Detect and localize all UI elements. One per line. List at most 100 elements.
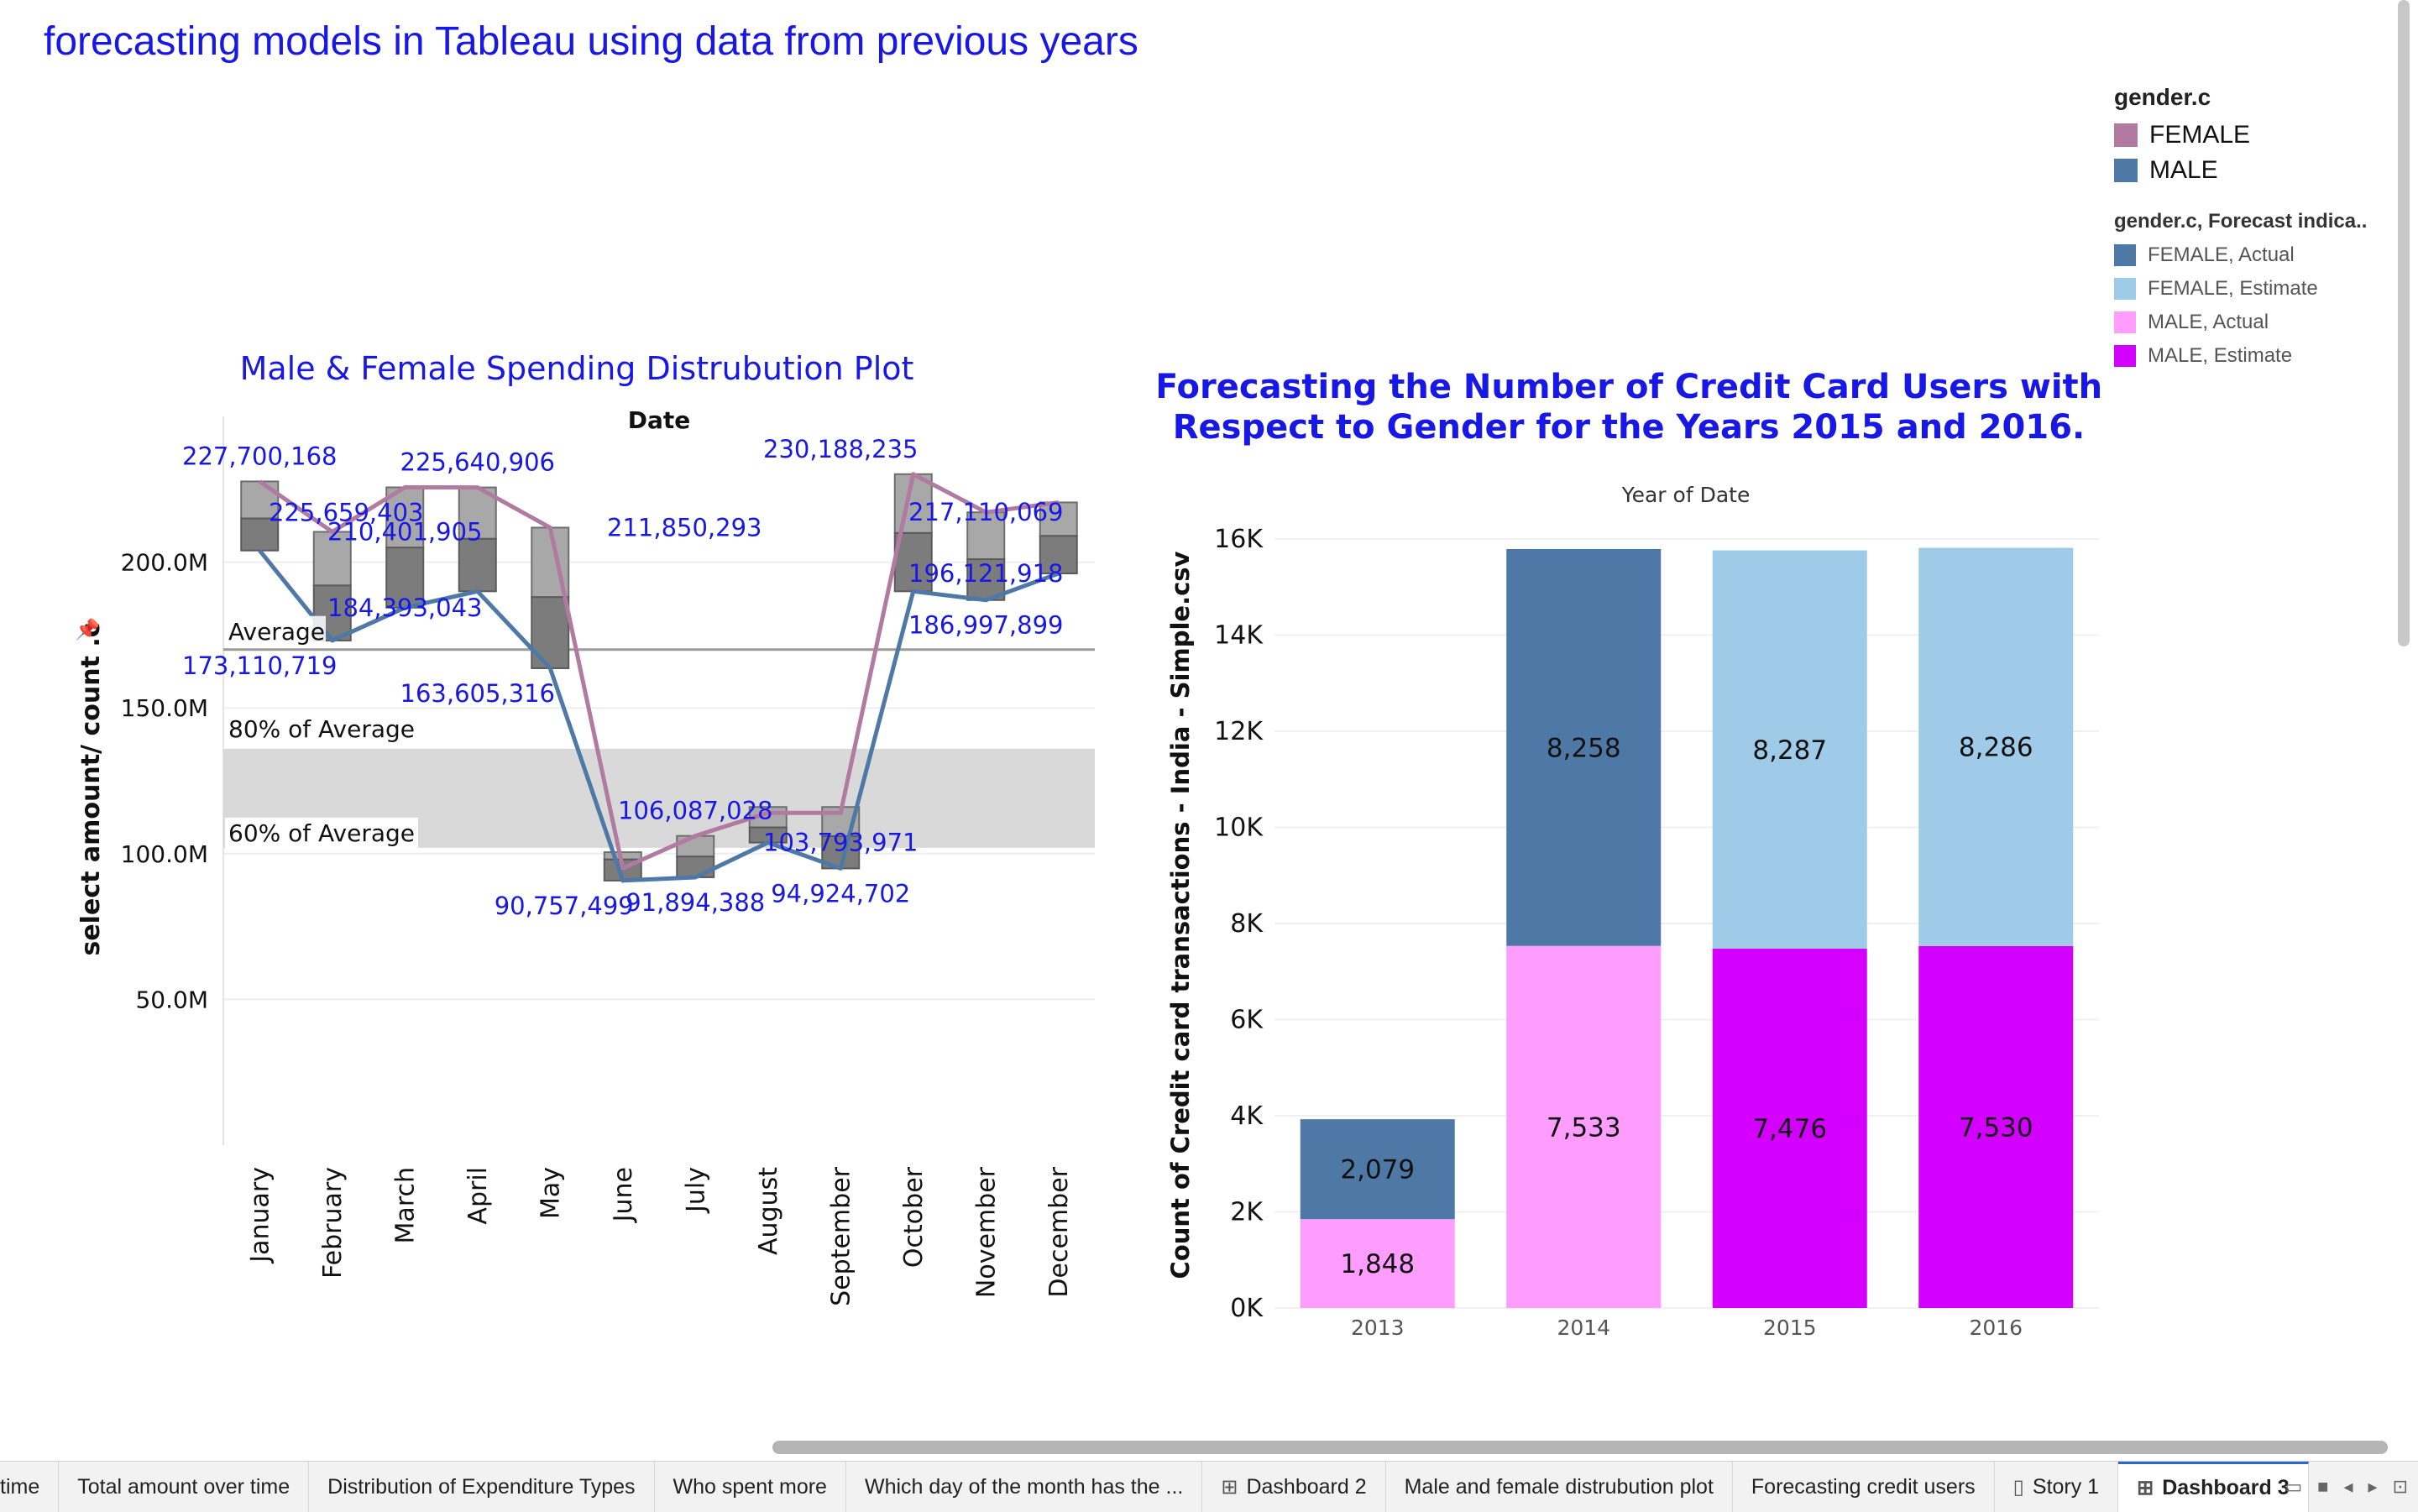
x-tick-label: October bbox=[899, 1166, 929, 1268]
sheet-tab[interactable]: ⊞ Dashboard 3 bbox=[2118, 1462, 2309, 1512]
data-label: 186,997,899 bbox=[908, 611, 1064, 640]
x-tick-label: May bbox=[536, 1167, 565, 1219]
x-tick-label: September bbox=[826, 1166, 856, 1305]
chart-title-line: Forecasting the Number of Credit Card Us… bbox=[1159, 368, 2102, 406]
horizontal-scrollbar[interactable] bbox=[772, 1441, 2388, 1454]
legend-label: MALE bbox=[2149, 156, 2218, 184]
legend-item-male-estimate[interactable]: MALE, Estimate bbox=[2114, 339, 2383, 373]
bar-segment-female bbox=[1506, 548, 1662, 946]
y-tick-label: 16K bbox=[1214, 525, 1264, 554]
y-tick-label: 10K bbox=[1214, 814, 1264, 843]
tab-controls: ▭ ■ ◂ ▸ ⊡ bbox=[2285, 1462, 2408, 1512]
y-tick-label: 4K bbox=[1230, 1101, 1264, 1131]
bar-segment-male bbox=[1506, 945, 1662, 1308]
sheet-tab[interactable]: time bbox=[0, 1462, 60, 1512]
sheet-tab-label: Which day of the month has the ... bbox=[864, 1474, 1184, 1499]
y-axis-title: Count of Credit card transactions - Indi… bbox=[1166, 551, 1195, 1279]
legend-label: FEMALE, Actual bbox=[2148, 243, 2295, 266]
filmstrip-view-icon[interactable]: ▭ bbox=[2285, 1476, 2303, 1497]
legend-item-female-actual[interactable]: FEMALE, Actual bbox=[2114, 238, 2383, 272]
sheet-tab-label: Dashboard 3 bbox=[2162, 1476, 2290, 1499]
data-label: 225,640,906 bbox=[400, 448, 556, 477]
x-tick-label: December bbox=[1044, 1166, 1074, 1297]
band-label-80: 80% of Average bbox=[228, 715, 415, 743]
sheet-tab-label: Forecasting credit users bbox=[1751, 1474, 1976, 1499]
y-axis-title: select amount/ count .c bbox=[76, 622, 106, 955]
x-tick-label: August bbox=[754, 1167, 783, 1255]
sheet-tab[interactable]: Which day of the month has the ... bbox=[846, 1462, 1203, 1512]
y-tick-label: 150.0M bbox=[121, 694, 208, 722]
bar-value-label: 8,287 bbox=[1752, 735, 1827, 766]
sheet-tab-label: Story 1 bbox=[2032, 1474, 2100, 1499]
sheet-tab[interactable]: Male and female distrubution plot bbox=[1386, 1462, 1733, 1512]
data-label: 225,659,403 bbox=[269, 499, 424, 527]
x-tick-label: 2013 bbox=[1351, 1316, 1405, 1340]
x-tick-label: June bbox=[609, 1167, 638, 1223]
x-tick-label: February bbox=[318, 1167, 348, 1279]
data-label: 217,110,069 bbox=[908, 498, 1064, 526]
chart-title: Male & Female Spending Distrubution Plot bbox=[240, 350, 914, 387]
box-lower bbox=[458, 537, 497, 593]
sheet-tab[interactable]: Distribution of Expenditure Types bbox=[309, 1462, 655, 1512]
data-label: 103,793,971 bbox=[763, 829, 919, 857]
box-lower bbox=[1039, 535, 1078, 575]
sheet-tab[interactable]: Total amount over time bbox=[59, 1462, 310, 1512]
legend-item-male-actual[interactable]: MALE, Actual bbox=[2114, 306, 2383, 339]
series-line-male bbox=[258, 549, 1060, 883]
bar-value-label: 1,848 bbox=[1340, 1249, 1415, 1279]
legend-label: MALE, Estimate bbox=[2148, 344, 2293, 367]
y-tick-label: 0K bbox=[1230, 1294, 1264, 1323]
scroll-left-icon[interactable]: ◂ bbox=[2343, 1476, 2353, 1497]
bar-segment-female bbox=[1300, 1119, 1455, 1220]
data-label: 230,188,235 bbox=[763, 435, 919, 463]
legend-label: MALE, Actual bbox=[2148, 311, 2269, 333]
sheet-tab[interactable]: ⊞ Dashboard 2 bbox=[1202, 1462, 1386, 1512]
bar-segment-male bbox=[1918, 945, 2074, 1308]
data-label: 227,700,168 bbox=[182, 442, 338, 470]
bar-segment-male bbox=[1712, 948, 1867, 1308]
y-tick-label: 12K bbox=[1214, 717, 1264, 746]
y-tick-label: 8K bbox=[1230, 909, 1264, 939]
legend-label: FEMALE, Estimate bbox=[2148, 277, 2318, 300]
bar-segment-female bbox=[1712, 550, 1867, 949]
legend-item-female[interactable]: FEMALE bbox=[2114, 118, 2383, 153]
pin-icon: 📌 bbox=[75, 617, 100, 641]
sheet-tab[interactable]: Who spent more bbox=[655, 1462, 846, 1512]
data-label: 91,894,388 bbox=[625, 888, 765, 917]
legend-title-forecast: gender.c, Forecast indica.. bbox=[2114, 210, 2368, 233]
box-lower bbox=[893, 531, 933, 593]
presentation-icon[interactable]: ⊡ bbox=[2392, 1476, 2408, 1497]
series-line-female bbox=[258, 472, 1060, 871]
sheet-tab[interactable]: ▯ Story 1 bbox=[1995, 1462, 2119, 1512]
bar-value-label: 8,286 bbox=[1959, 733, 2033, 763]
credit-card-forecast-chart: Forecasting the Number of Credit Card Us… bbox=[1159, 368, 2102, 1340]
bar-segment-female bbox=[1918, 547, 2074, 946]
box-upper bbox=[1039, 501, 1078, 537]
sheet-tab-label: Distribution of Expenditure Types bbox=[327, 1474, 636, 1499]
x-tick-label: July bbox=[681, 1167, 710, 1214]
data-label: 94,924,702 bbox=[771, 879, 910, 908]
legend-item-male[interactable]: MALE bbox=[2114, 153, 2383, 188]
data-label: 173,110,719 bbox=[182, 651, 338, 680]
y-tick-label: 50.0M bbox=[135, 986, 208, 1013]
legend-item-female-estimate[interactable]: FEMALE, Estimate bbox=[2114, 272, 2383, 306]
vertical-scrollbar[interactable] bbox=[2398, 0, 2410, 646]
band-label-60: 60% of Average bbox=[228, 819, 415, 847]
grid-view-icon[interactable]: ■ bbox=[2317, 1476, 2329, 1497]
color-legend: gender.c FEMALE MALE gender.c, Forecast … bbox=[2114, 84, 2383, 373]
bar-value-label: 7,533 bbox=[1547, 1112, 1621, 1143]
bar-value-label: 2,079 bbox=[1340, 1155, 1415, 1185]
legend-swatch bbox=[2114, 311, 2136, 333]
x-tick-label: March bbox=[390, 1167, 420, 1243]
legend-title-gender: gender.c bbox=[2114, 84, 2211, 110]
y-tick-label: 2K bbox=[1230, 1198, 1264, 1227]
data-label: 210,401,905 bbox=[327, 517, 483, 546]
sheet-tab[interactable]: Forecasting credit users bbox=[1733, 1462, 1995, 1512]
spending-distribution-chart: Male & Female Spending Distrubution Plot… bbox=[75, 350, 1095, 1306]
sheet-tab-label: Male and female distrubution plot bbox=[1404, 1474, 1714, 1499]
dashboard-title: forecasting models in Tableau using data… bbox=[44, 19, 1138, 64]
data-label: 211,850,293 bbox=[607, 513, 762, 541]
scroll-right-icon[interactable]: ▸ bbox=[2368, 1476, 2378, 1497]
y-tick-label: 100.0M bbox=[121, 840, 208, 868]
average-label-bg bbox=[225, 615, 326, 646]
